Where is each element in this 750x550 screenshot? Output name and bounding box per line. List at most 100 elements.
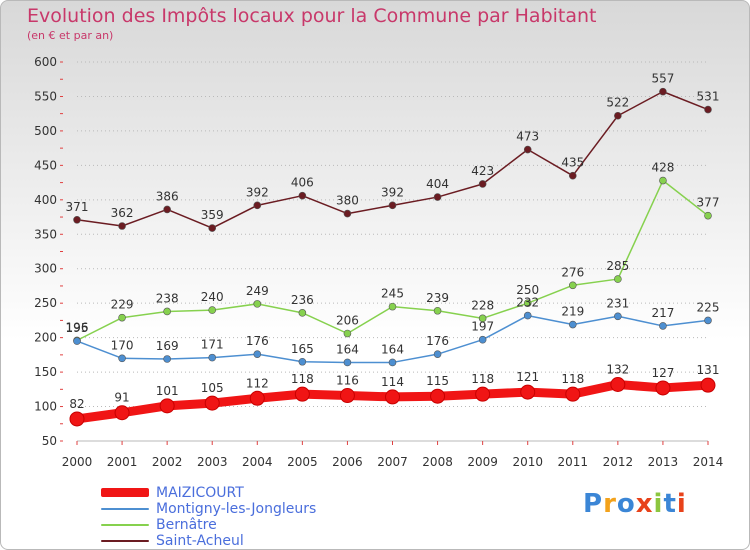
- data-label-bern-tre: 250: [516, 283, 539, 297]
- legend-swatch: [101, 488, 149, 497]
- data-point-maizicourt: [114, 405, 130, 421]
- logo-letter: x: [635, 489, 654, 519]
- data-point-saint-acheul: [433, 193, 442, 201]
- data-label-saint-acheul: 392: [246, 185, 269, 199]
- data-label-bern-tre: 285: [606, 259, 629, 273]
- y-tick-label: 400: [34, 193, 57, 207]
- data-point-saint-acheul: [73, 216, 81, 224]
- x-tick-label: 2009: [467, 455, 498, 469]
- data-label-bern-tre: 245: [381, 287, 404, 301]
- data-point-maizicourt: [430, 388, 446, 404]
- data-label-bern-tre: 238: [156, 291, 179, 305]
- data-label-montigny-les-jongleurs: 165: [291, 342, 314, 356]
- logo-letter: t: [663, 489, 677, 519]
- data-point-saint-acheul: [704, 105, 712, 114]
- x-tick-label: 2013: [648, 455, 679, 469]
- data-label-maizicourt: 132: [606, 362, 629, 376]
- data-point-bern-tre: [568, 281, 577, 290]
- data-label-montigny-les-jongleurs: 169: [156, 339, 179, 353]
- data-point-maizicourt: [159, 398, 175, 414]
- legend-label: Montigny-les-Jongleurs: [156, 501, 317, 517]
- x-tick-label: 2001: [107, 455, 138, 469]
- x-tick-label: 2005: [287, 455, 318, 469]
- data-label-maizicourt: 112: [246, 376, 269, 390]
- data-label-saint-acheul: 423: [471, 164, 494, 178]
- legend-label: MAIZICOURT: [156, 485, 244, 501]
- data-point-bern-tre: [343, 329, 352, 338]
- data-label-maizicourt: 118: [471, 372, 494, 386]
- data-label-saint-acheul: 386: [156, 189, 179, 203]
- data-point-saint-acheul: [614, 111, 622, 120]
- data-label-maizicourt: 118: [291, 372, 314, 386]
- data-label-bern-tre: 240: [201, 290, 224, 304]
- proxiti-logo: Proxiti: [583, 489, 687, 519]
- x-tick-label: 2003: [197, 455, 228, 469]
- data-label-bern-tre: 196: [66, 320, 89, 334]
- y-tick-label: 150: [34, 365, 57, 379]
- data-point-montigny-les-jongleurs: [118, 354, 126, 363]
- data-point-bern-tre: [163, 307, 171, 316]
- data-point-montigny-les-jongleurs: [298, 357, 307, 366]
- data-label-maizicourt: 115: [426, 374, 449, 388]
- data-label-bern-tre: 428: [651, 161, 674, 175]
- data-point-saint-acheul: [343, 209, 352, 218]
- data-point-bern-tre: [388, 302, 397, 311]
- data-point-montigny-les-jongleurs: [704, 316, 712, 325]
- data-point-bern-tre: [614, 275, 622, 283]
- x-tick-label: 2006: [332, 455, 363, 469]
- data-point-montigny-les-jongleurs: [73, 337, 81, 345]
- data-point-montigny-les-jongleurs: [343, 358, 352, 367]
- data-point-maizicourt: [565, 386, 581, 402]
- logo-letter: P: [583, 489, 604, 519]
- data-label-bern-tre: 228: [471, 298, 494, 312]
- data-point-bern-tre: [433, 306, 442, 315]
- data-label-montigny-les-jongleurs: 176: [246, 334, 269, 348]
- data-label-saint-acheul: 522: [606, 96, 629, 110]
- x-tick-label: 2000: [62, 455, 93, 469]
- data-label-saint-acheul: 557: [651, 72, 674, 86]
- data-point-maizicourt: [204, 395, 220, 411]
- data-label-montigny-les-jongleurs: 170: [111, 338, 134, 352]
- logo-letter: i: [653, 489, 664, 519]
- data-label-saint-acheul: 380: [336, 194, 359, 208]
- data-label-montigny-les-jongleurs: 164: [381, 342, 404, 356]
- data-point-montigny-les-jongleurs: [659, 322, 667, 330]
- chart-subtitle: (en € et par an): [27, 29, 114, 42]
- data-point-bern-tre: [659, 176, 667, 185]
- data-label-maizicourt: 101: [156, 384, 179, 398]
- x-tick-label: 2011: [558, 455, 589, 469]
- legend-swatch: [101, 540, 149, 542]
- data-point-maizicourt: [69, 411, 85, 427]
- data-point-maizicourt: [700, 377, 716, 393]
- x-tick-label: 2004: [242, 455, 273, 469]
- data-label-bern-tre: 236: [291, 293, 314, 307]
- data-point-maizicourt: [520, 384, 536, 400]
- data-point-montigny-les-jongleurs: [568, 320, 577, 329]
- x-tick-label: 2014: [693, 455, 724, 469]
- data-label-maizicourt: 131: [697, 363, 720, 377]
- data-label-saint-acheul: 473: [516, 130, 539, 144]
- data-point-montigny-les-jongleurs: [478, 335, 487, 344]
- data-label-saint-acheul: 371: [66, 200, 89, 214]
- data-label-saint-acheul: 531: [697, 90, 720, 104]
- data-point-montigny-les-jongleurs: [388, 358, 397, 367]
- data-label-saint-acheul: 404: [426, 177, 449, 191]
- data-point-saint-acheul: [478, 180, 487, 188]
- data-point-bern-tre: [298, 309, 307, 317]
- data-label-maizicourt: 116: [336, 374, 359, 388]
- x-tick-label: 2002: [152, 455, 183, 469]
- data-label-bern-tre: 377: [697, 196, 720, 210]
- data-point-saint-acheul: [568, 171, 577, 180]
- data-label-maizicourt: 105: [201, 381, 224, 395]
- data-point-bern-tre: [704, 211, 712, 220]
- data-point-saint-acheul: [208, 224, 217, 232]
- data-point-montigny-les-jongleurs: [253, 350, 262, 358]
- legend-swatch: [101, 524, 149, 526]
- y-tick-label: 500: [34, 124, 57, 138]
- y-tick-label: 550: [34, 89, 57, 103]
- data-label-bern-tre: 249: [246, 284, 269, 298]
- y-tick-label: 350: [34, 227, 57, 241]
- logo-letter: o: [616, 489, 636, 519]
- data-point-bern-tre: [253, 300, 262, 308]
